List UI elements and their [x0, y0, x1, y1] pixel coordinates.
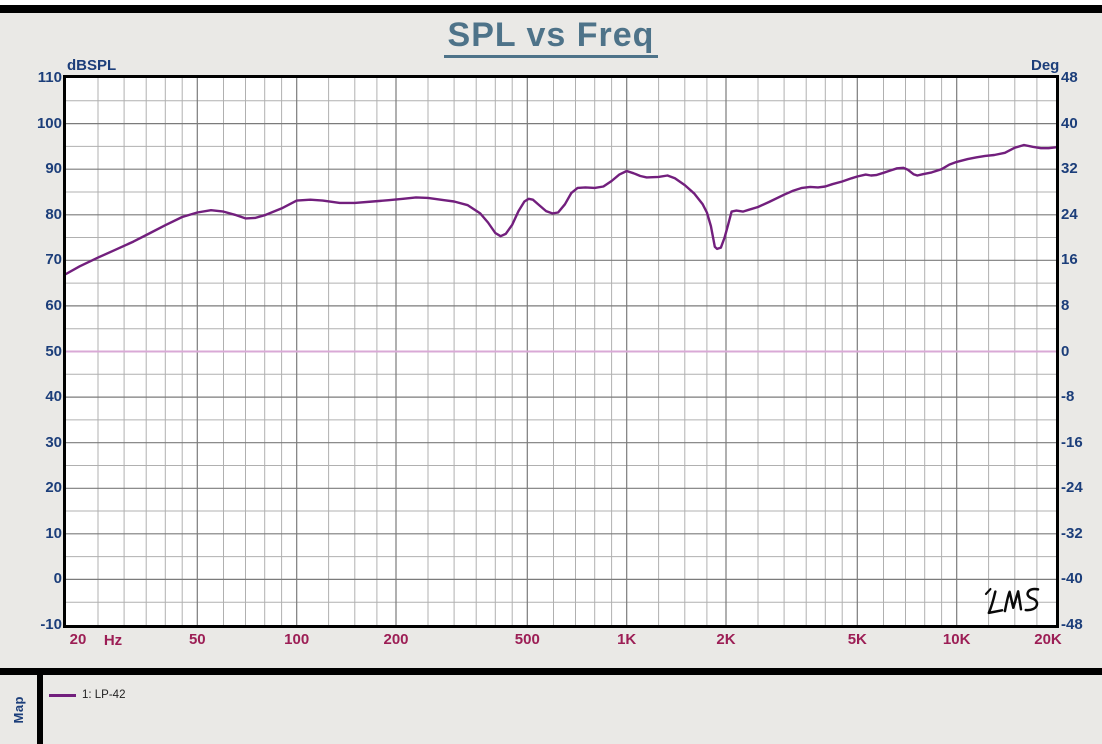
- y-right-tick--32: -32: [1061, 524, 1083, 542]
- y-left-tick-80: 80: [45, 205, 62, 223]
- y-left-tick-110: 110: [37, 69, 62, 86]
- spl-vs-freq-plot: [63, 75, 1059, 628]
- x-tick-20: 20: [69, 631, 87, 648]
- map-pane: Map: [0, 675, 37, 744]
- y-right-tick--8: -8: [1061, 388, 1075, 406]
- y-right-tick-48: 48: [1061, 69, 1078, 86]
- plot-canvas: [66, 78, 1056, 625]
- y-right-tick-0: 0: [1061, 342, 1070, 360]
- left-axis-unit-label: dBSPL: [67, 57, 117, 74]
- y-right-tick-8: 8: [1061, 296, 1070, 314]
- y-left-tick-0: 0: [53, 570, 62, 588]
- y-right-tick--24: -24: [1061, 479, 1083, 497]
- grid-major: [66, 78, 1056, 625]
- right-axis-unit-label: Deg: [1031, 57, 1060, 74]
- y-right-tick-16: 16: [1061, 251, 1078, 269]
- y-left-tick-10: 10: [45, 524, 62, 542]
- x-tick-5K: 5K: [847, 631, 867, 648]
- x-tick-10K: 10K: [942, 631, 971, 648]
- x-tick-50: 50: [188, 631, 206, 648]
- lms-logo: [984, 587, 1040, 615]
- x-tick-2K: 2K: [716, 631, 736, 648]
- y-left-tick-70: 70: [45, 251, 62, 269]
- spl-curve: [66, 143, 1056, 276]
- y-left-tick-20: 20: [45, 479, 62, 497]
- map-pane-label: Map: [11, 695, 26, 724]
- y-right-tick--16: -16: [1061, 433, 1083, 451]
- y-left-tick-40: 40: [45, 388, 62, 406]
- lms-logo-tick: [984, 587, 992, 596]
- x-tick-500: 500: [514, 631, 540, 648]
- lms-logo-m: [1003, 590, 1023, 613]
- y-left-tick-30: 30: [45, 433, 62, 451]
- y-left-tick--10: -10: [40, 616, 62, 633]
- y-right-tick-32: 32: [1061, 160, 1078, 178]
- legend: 1: LP-42: [49, 687, 125, 703]
- page-title: SPL vs Freq: [443, 16, 659, 59]
- y-left-tick-50: 50: [45, 342, 62, 360]
- y-left-tick-90: 90: [45, 160, 62, 178]
- y-right-tick--40: -40: [1061, 570, 1083, 588]
- y-right-tick--48: -48: [1061, 616, 1083, 633]
- window-top-edge: [0, 0, 1102, 5]
- y-right-tick-24: 24: [1061, 205, 1078, 223]
- title-row: SPL vs Freq: [0, 16, 1102, 59]
- x-tick-1K: 1K: [617, 631, 637, 648]
- lms-logo-s: [1024, 587, 1040, 612]
- legend-swatch-line: [49, 693, 76, 697]
- legend-item-label: 1: LP-42: [82, 689, 126, 701]
- lms-logo-l: [987, 590, 1004, 615]
- y-left-tick-100: 100: [36, 114, 62, 132]
- grid-y-minor: [66, 100, 1056, 603]
- legend-item: 1: LP-42: [49, 688, 125, 702]
- x-axis-unit-label: Hz: [103, 632, 123, 649]
- legend-separator-bar: [0, 668, 1102, 675]
- y-right-tick-40: 40: [1061, 114, 1078, 132]
- y-left-tick-60: 60: [45, 296, 62, 314]
- x-tick-200: 200: [383, 631, 409, 648]
- legend-divider-bar: [37, 675, 43, 744]
- top-border-bar: [0, 5, 1102, 13]
- x-tick-20K: 20K: [1034, 631, 1062, 648]
- x-tick-100: 100: [284, 631, 310, 648]
